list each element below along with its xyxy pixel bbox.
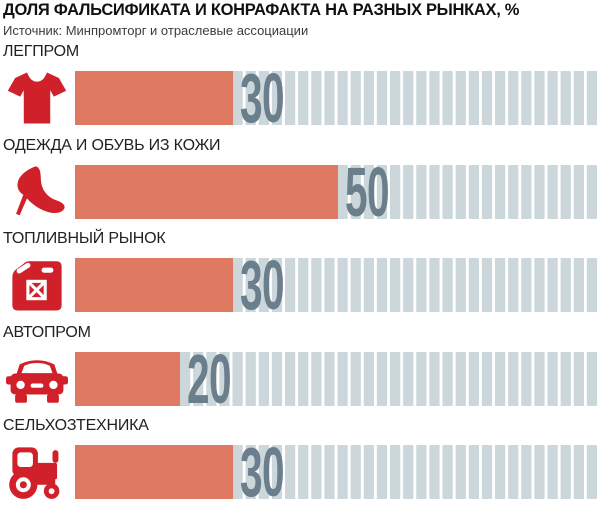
source-note: Источник: Минпромторг и отраслевые ассоц… [3, 23, 309, 38]
row-body: 20 [0, 339, 600, 418]
chart-row: АВТОПРОМ 20 [0, 323, 600, 418]
chart-row: ТОПЛИВНЫЙ РЫНОК 30 [0, 230, 600, 324]
bar-track: 50 [75, 152, 600, 231]
jerry-can-icon [4, 256, 70, 314]
value-label: 30 [239, 59, 285, 137]
value-bar [75, 164, 338, 219]
tshirt-icon [4, 69, 70, 127]
row-body: 30 [0, 59, 600, 137]
high-heel-boot-icon [4, 163, 70, 221]
value-label: 50 [344, 152, 390, 231]
category-label: ТОПЛИВНЫЙ РЫНОК [3, 230, 166, 247]
car-front-icon [4, 350, 70, 408]
tractor-icon [4, 443, 70, 501]
value-bar [75, 445, 233, 499]
category-label: АВТОПРОМ [3, 323, 91, 341]
value-bar [75, 71, 233, 125]
category-label: СЕЛЬХОЗТЕХНИКА [3, 417, 149, 434]
category-label: ОДЕЖДА И ОБУВЬ ИЗ КОЖИ [3, 136, 221, 154]
chart-row: ОДЕЖДА И ОБУВЬ ИЗ КОЖИ 50 [0, 136, 600, 231]
chart-title: ДОЛЯ ФАЛЬСИФИКАТА И КОНРАФАКТА НА РАЗНЫХ… [3, 1, 520, 19]
value-bar [75, 258, 233, 312]
value-label: 20 [187, 339, 232, 418]
bar-track: 30 [75, 433, 600, 505]
row-body: 30 [0, 246, 600, 324]
bar-track: 30 [75, 246, 600, 324]
value-bar [75, 351, 180, 406]
chart-row: ЛЕГПРОМ 30 [0, 43, 600, 137]
row-body: 30 [0, 433, 600, 505]
bar-track: 30 [75, 59, 600, 137]
row-body: 50 [0, 152, 600, 231]
value-label: 30 [239, 246, 285, 324]
chart-row: СЕЛЬХОЗТЕХНИКА 30 [0, 417, 600, 505]
bar-track: 20 [75, 339, 600, 418]
value-label: 30 [239, 433, 285, 505]
category-label: ЛЕГПРОМ [3, 43, 80, 60]
